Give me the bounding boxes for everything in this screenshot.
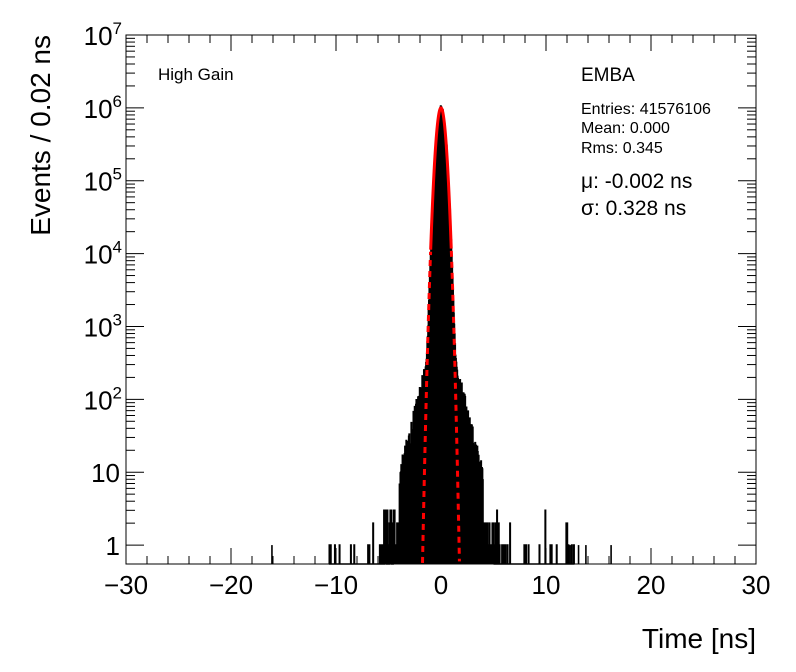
y-tick-label: 107 <box>84 19 122 51</box>
gain-label: High Gain <box>158 65 234 84</box>
y-tick-label: 105 <box>84 165 122 197</box>
x-tick-label: −20 <box>209 570 253 600</box>
x-axis-ticks: −30 −20 −10 0 10 20 30 <box>104 35 771 600</box>
x-tick-label: −30 <box>104 570 148 600</box>
y-tick-label: 103 <box>84 310 122 342</box>
fit-curve-right-wing <box>449 250 461 562</box>
fit-mu: μ: -0.002 ns <box>581 170 692 193</box>
fit-curve-left-wing <box>421 251 433 563</box>
fit-sigma: σ: 0.328 ns <box>581 197 686 220</box>
fit-curve-core <box>429 106 453 250</box>
y-tick-label: 106 <box>84 92 122 124</box>
x-tick-label: 10 <box>532 570 561 600</box>
y-tick-label: 102 <box>84 383 122 415</box>
gaussian-fit-layer <box>421 106 461 563</box>
histogram-layer <box>271 105 612 565</box>
x-tick-label: 20 <box>637 570 666 600</box>
y-axis-label: Events / 0.02 ns <box>25 35 56 236</box>
x-tick-label: 30 <box>742 570 771 600</box>
histogram-bars <box>328 105 575 565</box>
stat-entries: Entries: 41576106 <box>581 101 711 118</box>
partition-label: EMBA <box>581 65 635 86</box>
stat-mean: Mean: 0.000 <box>581 120 670 137</box>
stat-rms: Rms: 0.345 <box>581 140 663 157</box>
x-tick-label: −10 <box>314 570 358 600</box>
x-axis-label: Time [ns] <box>642 623 756 654</box>
y-tick-label: 1 <box>106 531 120 561</box>
y-tick-label: 104 <box>84 238 122 270</box>
x-tick-label: 0 <box>434 570 448 600</box>
y-tick-label: 10 <box>91 458 120 488</box>
